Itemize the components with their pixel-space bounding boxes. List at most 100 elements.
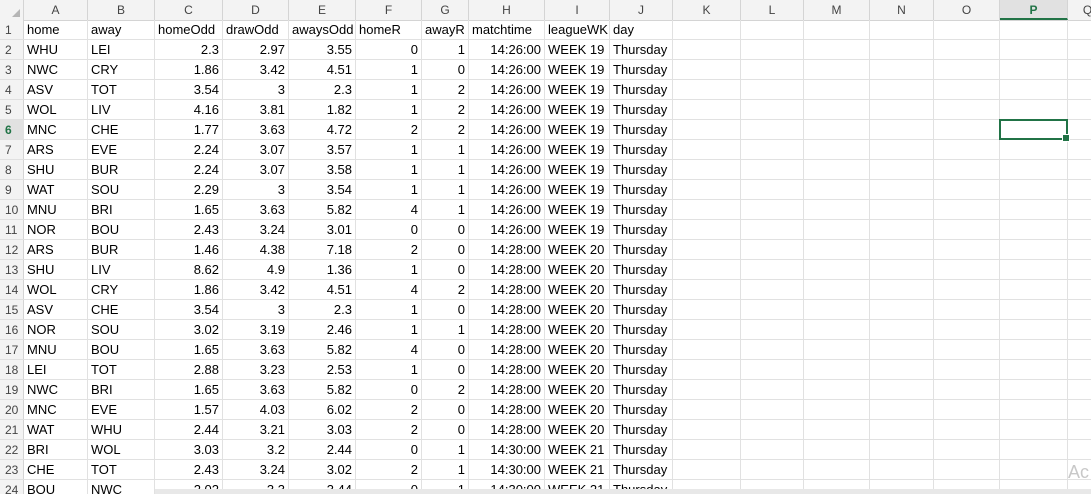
data-cell[interactable]: LIV <box>88 260 155 280</box>
data-cell[interactable]: 2 <box>422 100 469 120</box>
data-cell[interactable]: 1.86 <box>155 280 223 300</box>
empty-cell[interactable] <box>1068 160 1091 180</box>
data-cell[interactable]: 3 <box>223 180 289 200</box>
empty-cell[interactable] <box>673 280 741 300</box>
data-cell[interactable]: 0 <box>356 380 422 400</box>
data-cell[interactable]: Thursday <box>610 360 673 380</box>
row-header-22[interactable]: 22 <box>0 440 24 460</box>
data-cell[interactable]: 1 <box>356 60 422 80</box>
empty-cell[interactable] <box>1000 40 1068 60</box>
column-header-d[interactable]: D <box>223 0 289 20</box>
data-cell[interactable]: WEEK 20 <box>545 380 610 400</box>
empty-cell[interactable] <box>1068 20 1091 40</box>
data-cell[interactable]: MNC <box>24 400 88 420</box>
row-header-17[interactable]: 17 <box>0 340 24 360</box>
empty-cell[interactable] <box>673 240 741 260</box>
empty-cell[interactable] <box>1068 80 1091 100</box>
empty-cell[interactable] <box>1000 380 1068 400</box>
empty-cell[interactable] <box>804 60 870 80</box>
data-cell[interactable]: SOU <box>88 320 155 340</box>
data-cell[interactable]: 5.82 <box>289 380 356 400</box>
empty-cell[interactable] <box>673 440 741 460</box>
empty-cell[interactable] <box>1068 140 1091 160</box>
empty-cell[interactable] <box>741 280 804 300</box>
empty-cell[interactable] <box>934 360 1000 380</box>
data-cell[interactable]: LEI <box>24 360 88 380</box>
empty-cell[interactable] <box>870 360 934 380</box>
data-cell[interactable]: Thursday <box>610 280 673 300</box>
empty-cell[interactable] <box>870 100 934 120</box>
data-cell[interactable]: WEEK 20 <box>545 280 610 300</box>
empty-cell[interactable] <box>934 40 1000 60</box>
data-cell[interactable]: BRI <box>24 440 88 460</box>
data-cell[interactable]: 0 <box>422 420 469 440</box>
empty-cell[interactable] <box>741 180 804 200</box>
data-cell[interactable]: Thursday <box>610 80 673 100</box>
empty-cell[interactable] <box>1000 460 1068 480</box>
data-cell[interactable]: 3.24 <box>223 460 289 480</box>
data-cell[interactable]: 14:26:00 <box>469 180 545 200</box>
data-cell[interactable]: Thursday <box>610 440 673 460</box>
empty-cell[interactable] <box>934 140 1000 160</box>
empty-cell[interactable] <box>741 160 804 180</box>
data-cell[interactable]: CRY <box>88 60 155 80</box>
empty-cell[interactable] <box>741 140 804 160</box>
data-cell[interactable]: WEEK 19 <box>545 40 610 60</box>
column-header-l[interactable]: L <box>741 0 804 20</box>
data-cell[interactable]: 1 <box>422 460 469 480</box>
row-header-8[interactable]: 8 <box>0 160 24 180</box>
data-cell[interactable]: ASV <box>24 300 88 320</box>
empty-cell[interactable] <box>741 260 804 280</box>
data-cell[interactable]: ARS <box>24 240 88 260</box>
data-cell[interactable]: BOU <box>88 340 155 360</box>
column-header-b[interactable]: B <box>88 0 155 20</box>
empty-cell[interactable] <box>673 180 741 200</box>
data-cell[interactable]: WEEK 19 <box>545 60 610 80</box>
fill-handle[interactable] <box>1062 134 1070 142</box>
empty-cell[interactable] <box>804 160 870 180</box>
empty-cell[interactable] <box>804 200 870 220</box>
data-cell[interactable]: 14:26:00 <box>469 80 545 100</box>
data-cell[interactable]: TOT <box>88 460 155 480</box>
column-header-m[interactable]: M <box>804 0 870 20</box>
empty-cell[interactable] <box>804 300 870 320</box>
row-header-18[interactable]: 18 <box>0 360 24 380</box>
column-header-c[interactable]: C <box>155 0 223 20</box>
empty-cell[interactable] <box>741 40 804 60</box>
header-cell[interactable]: awayR <box>422 20 469 40</box>
empty-cell[interactable] <box>741 60 804 80</box>
data-cell[interactable]: 2 <box>422 280 469 300</box>
empty-cell[interactable] <box>804 140 870 160</box>
data-cell[interactable]: Thursday <box>610 60 673 80</box>
empty-cell[interactable] <box>934 320 1000 340</box>
data-cell[interactable]: SOU <box>88 180 155 200</box>
empty-cell[interactable] <box>934 400 1000 420</box>
data-cell[interactable]: 8.62 <box>155 260 223 280</box>
empty-cell[interactable] <box>741 300 804 320</box>
data-cell[interactable]: 3 <box>223 300 289 320</box>
empty-cell[interactable] <box>804 380 870 400</box>
empty-cell[interactable] <box>1000 20 1068 40</box>
data-cell[interactable]: 3.54 <box>155 300 223 320</box>
data-cell[interactable]: BOU <box>24 480 88 494</box>
empty-cell[interactable] <box>804 220 870 240</box>
data-cell[interactable]: LIV <box>88 100 155 120</box>
empty-cell[interactable] <box>1068 380 1091 400</box>
data-cell[interactable]: MNU <box>24 200 88 220</box>
column-header-f[interactable]: F <box>356 0 422 20</box>
data-cell[interactable]: CHE <box>88 120 155 140</box>
data-cell[interactable]: 2.43 <box>155 220 223 240</box>
empty-cell[interactable] <box>934 380 1000 400</box>
data-cell[interactable]: 14:26:00 <box>469 140 545 160</box>
data-cell[interactable]: 3.81 <box>223 100 289 120</box>
data-cell[interactable]: WAT <box>24 420 88 440</box>
empty-cell[interactable] <box>934 200 1000 220</box>
data-cell[interactable]: WEEK 21 <box>545 460 610 480</box>
data-cell[interactable]: 1 <box>356 320 422 340</box>
empty-cell[interactable] <box>741 80 804 100</box>
empty-cell[interactable] <box>1000 300 1068 320</box>
empty-cell[interactable] <box>804 400 870 420</box>
empty-cell[interactable] <box>934 420 1000 440</box>
column-header-i[interactable]: I <box>545 0 610 20</box>
data-cell[interactable]: 4.51 <box>289 280 356 300</box>
